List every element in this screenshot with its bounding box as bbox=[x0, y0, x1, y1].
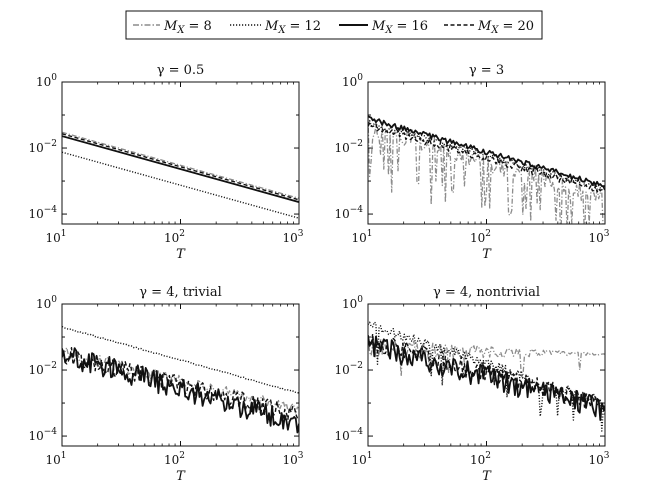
series-group bbox=[62, 131, 299, 219]
series-group bbox=[368, 115, 605, 224]
series-line-mx12 bbox=[62, 151, 299, 219]
series-line-mx8 bbox=[368, 335, 605, 379]
x-tick-label: 101 bbox=[351, 451, 372, 467]
y-tick-label: 10−2 bbox=[334, 361, 363, 377]
y-tick-label: 10−2 bbox=[334, 139, 363, 155]
x-tick-label: 102 bbox=[164, 229, 185, 245]
x-axis-label: T bbox=[482, 469, 492, 484]
panel-title: γ = 4, trivial bbox=[139, 285, 221, 300]
x-axis-label: T bbox=[176, 469, 186, 484]
plot-frame bbox=[367, 303, 606, 447]
y-tick-label: 10−4 bbox=[334, 427, 363, 443]
series-line-mx12 bbox=[62, 325, 299, 394]
panel-title: γ = 3 bbox=[469, 63, 504, 78]
legend: MX = 8 MX = 12 MX = 16 MX = 20 bbox=[125, 10, 543, 40]
x-tick-label: 102 bbox=[470, 229, 491, 245]
y-tick-label: 10−2 bbox=[28, 139, 57, 155]
x-tick-label: 102 bbox=[164, 451, 185, 467]
x-tick-label: 101 bbox=[45, 451, 66, 467]
plot-frame bbox=[61, 303, 300, 447]
y-tick-label: 10−4 bbox=[334, 205, 363, 221]
x-tick-label: 102 bbox=[470, 451, 491, 467]
series-line-mx16 bbox=[62, 347, 299, 434]
x-tick-label: 103 bbox=[282, 229, 303, 245]
panel-gamma-4-trivial: 101 102 103 100 10−2 10−4 γ = 4, trivial T bbox=[28, 285, 303, 484]
plot-frame bbox=[367, 81, 606, 225]
panel-title: γ = 4, nontrivial bbox=[433, 285, 540, 300]
y-tick-label: 100 bbox=[36, 73, 57, 89]
legend-label-mx20: MX = 20 bbox=[477, 19, 534, 36]
plot-frame bbox=[61, 81, 300, 225]
series-group bbox=[62, 325, 299, 434]
x-tick-label: 103 bbox=[588, 451, 609, 467]
legend-label-mx16: MX = 16 bbox=[371, 19, 428, 36]
x-axis-label: T bbox=[482, 247, 492, 262]
series-line-mx8 bbox=[62, 131, 299, 199]
panel-gamma-3: 101 102 103 100 10−2 10−4 γ = 3 T bbox=[334, 63, 609, 262]
x-tick-label: 103 bbox=[282, 451, 303, 467]
x-tick-label: 103 bbox=[588, 229, 609, 245]
x-tick-label: 101 bbox=[351, 229, 372, 245]
series-line-mx12 bbox=[368, 119, 605, 191]
series-line-mx20 bbox=[368, 333, 605, 415]
y-tick-label: 10−2 bbox=[28, 361, 57, 377]
series-line-mx20 bbox=[368, 122, 605, 193]
chart-panels: 101 102 103 100 10−2 10−4 γ = 0.5 T 101 102 103 100… bbox=[28, 63, 609, 484]
x-axis-label: T bbox=[176, 247, 186, 262]
series-line-mx20 bbox=[62, 133, 299, 201]
legend-label-mx8: MX = 8 bbox=[163, 19, 212, 36]
y-tick-label: 100 bbox=[342, 73, 363, 89]
panel-title: γ = 0.5 bbox=[157, 63, 205, 78]
series-line-mx16 bbox=[368, 115, 605, 187]
panel-gamma-0-5: 101 102 103 100 10−2 10−4 γ = 0.5 T bbox=[28, 63, 303, 262]
y-tick-label: 100 bbox=[342, 295, 363, 311]
series-line-mx16 bbox=[62, 135, 299, 203]
series-group bbox=[368, 321, 605, 432]
y-tick-label: 10−4 bbox=[28, 205, 57, 221]
x-tick-label: 101 bbox=[45, 229, 66, 245]
y-tick-label: 100 bbox=[36, 295, 57, 311]
y-tick-label: 10−4 bbox=[28, 427, 57, 443]
series-line-mx16 bbox=[368, 335, 605, 421]
panel-gamma-4-nontrivial: 101 102 103 100 10−2 10−4 γ = 4, nontrivial T bbox=[334, 285, 609, 484]
legend-label-mx12: MX = 12 bbox=[264, 19, 321, 36]
series-line-mx12 bbox=[368, 321, 605, 432]
